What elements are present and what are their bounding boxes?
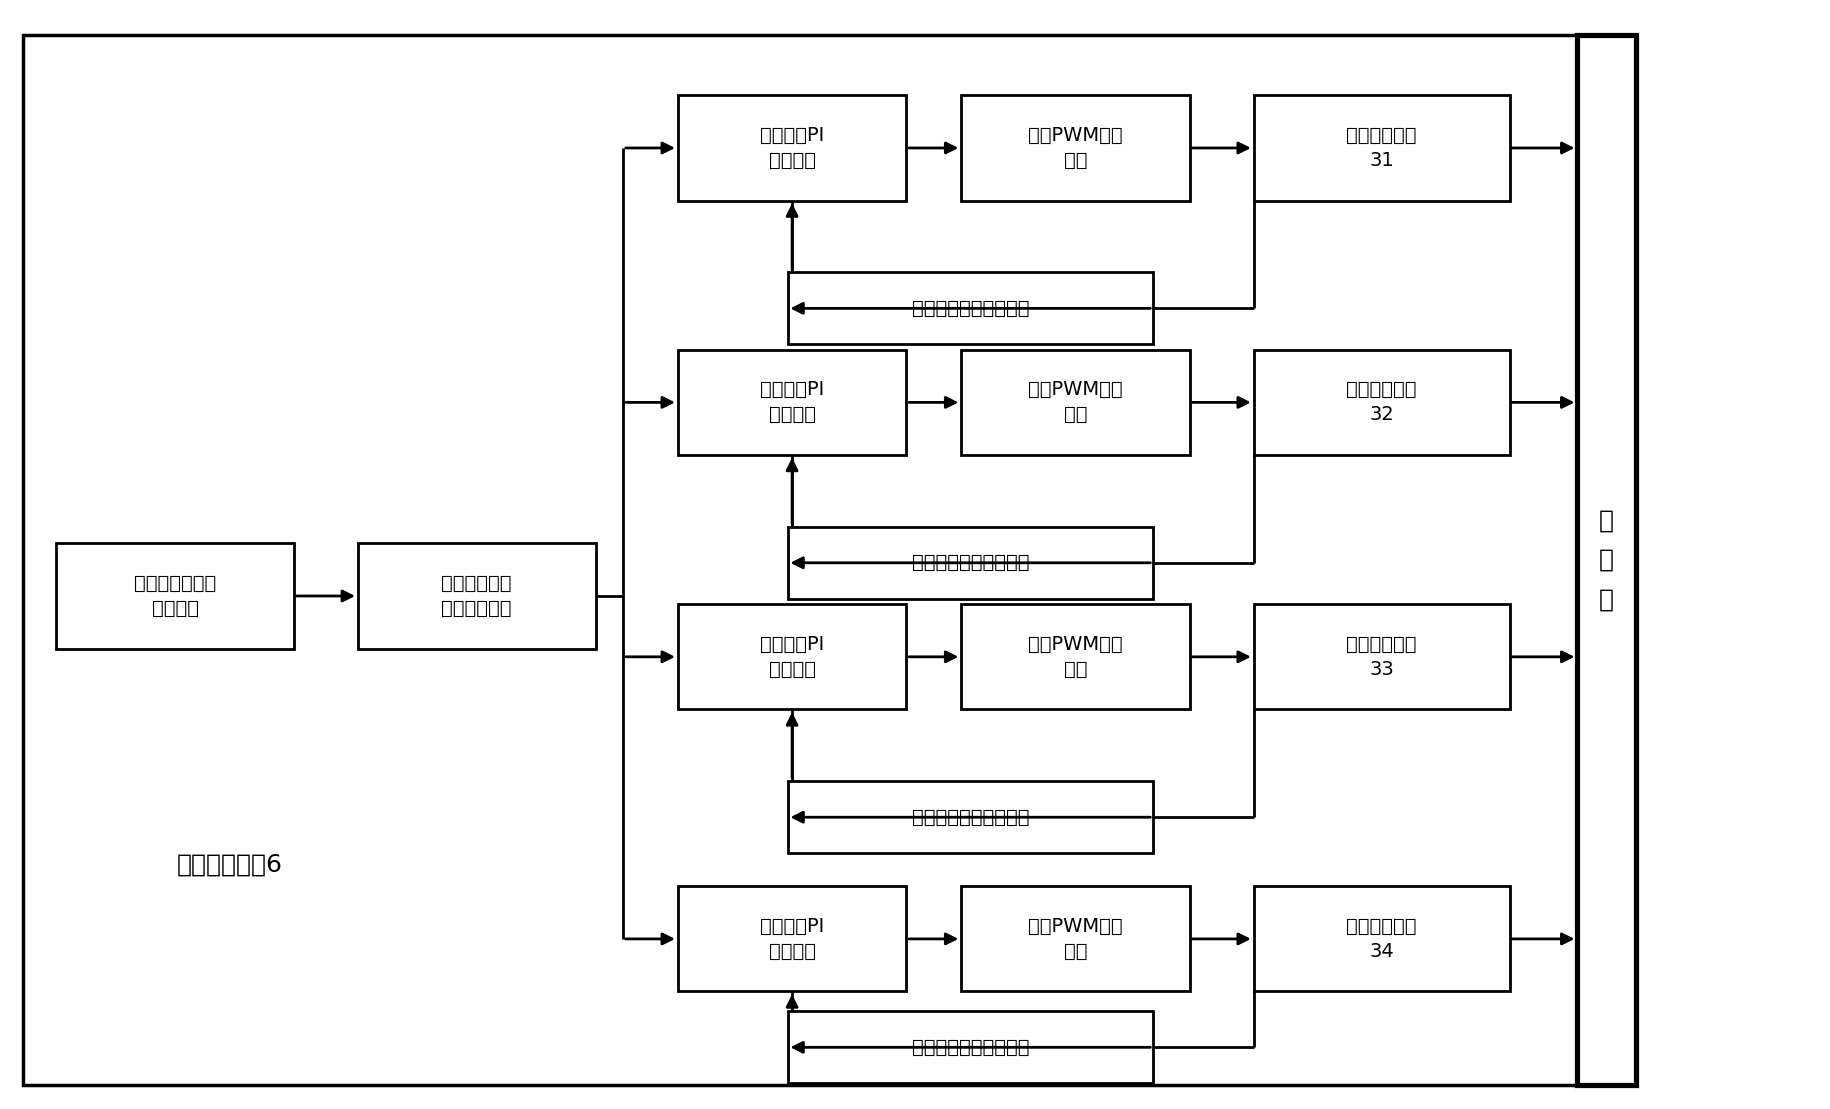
Text: 第四斩波模块
34: 第四斩波模块 34 bbox=[1345, 917, 1416, 960]
Text: 第四数字PI
算法模块: 第四数字PI 算法模块 bbox=[759, 917, 824, 960]
Bar bbox=[357, 543, 595, 649]
Bar bbox=[961, 349, 1190, 455]
Bar bbox=[1254, 349, 1510, 455]
Text: 第三斩波模块
33: 第三斩波模块 33 bbox=[1345, 634, 1416, 679]
Text: 第一PWM信号
模块: 第一PWM信号 模块 bbox=[1028, 126, 1122, 170]
Bar bbox=[1254, 886, 1510, 991]
Bar bbox=[787, 781, 1153, 853]
Text: 第四电流信号采样模块: 第四电流信号采样模块 bbox=[911, 1038, 1028, 1057]
Bar bbox=[677, 95, 906, 201]
Bar bbox=[24, 34, 1631, 1086]
Bar bbox=[1576, 34, 1634, 1086]
Bar bbox=[961, 604, 1190, 710]
Text: 第一斩波模块
31: 第一斩波模块 31 bbox=[1345, 126, 1416, 170]
Text: 第二数字PI
算法模块: 第二数字PI 算法模块 bbox=[759, 380, 824, 425]
Text: 数字化控制器6: 数字化控制器6 bbox=[178, 852, 284, 876]
Text: 第一电流信号采样模块: 第一电流信号采样模块 bbox=[911, 298, 1028, 318]
Bar bbox=[1254, 95, 1510, 201]
Bar bbox=[677, 886, 906, 991]
Bar bbox=[961, 886, 1190, 991]
Bar bbox=[57, 543, 295, 649]
Text: 第三电流信号采样模块: 第三电流信号采样模块 bbox=[911, 807, 1028, 826]
Text: 第三PWM信号
模块: 第三PWM信号 模块 bbox=[1028, 634, 1122, 679]
Text: 汇
流
板: 汇 流 板 bbox=[1598, 509, 1614, 611]
Bar bbox=[677, 604, 906, 710]
Bar bbox=[787, 273, 1153, 344]
Bar bbox=[1254, 604, 1510, 710]
Text: 第二斩波模块
32: 第二斩波模块 32 bbox=[1345, 380, 1416, 425]
Text: 第二PWM信号
模块: 第二PWM信号 模块 bbox=[1028, 380, 1122, 425]
Bar bbox=[787, 1011, 1153, 1083]
Text: 总输出指令电流
设定模块: 总输出指令电流 设定模块 bbox=[134, 574, 216, 618]
Text: 第三数字PI
算法模块: 第三数字PI 算法模块 bbox=[759, 634, 824, 679]
Bar bbox=[961, 95, 1190, 201]
Text: 第二电流信号采样模块: 第二电流信号采样模块 bbox=[911, 553, 1028, 572]
Bar bbox=[787, 527, 1153, 599]
Text: 第一数字PI
算法模块: 第一数字PI 算法模块 bbox=[759, 126, 824, 170]
Bar bbox=[677, 349, 906, 455]
Text: 斩波模块指令
电流分配模块: 斩波模块指令 电流分配模块 bbox=[441, 574, 512, 618]
Text: 第四PWM信号
模块: 第四PWM信号 模块 bbox=[1028, 917, 1122, 960]
